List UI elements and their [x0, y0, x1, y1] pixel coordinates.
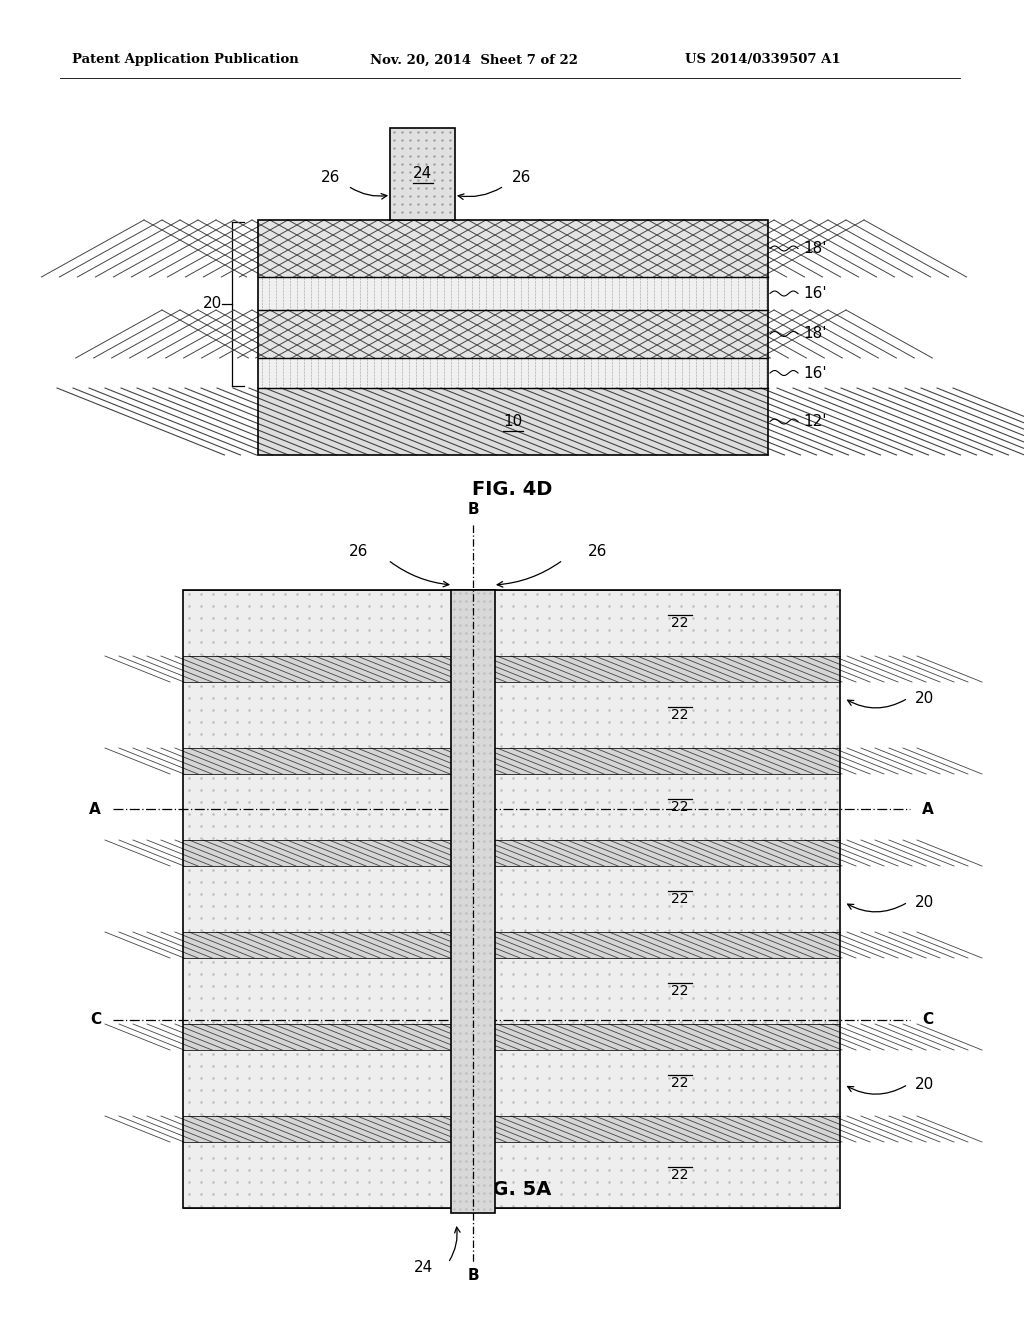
Bar [183, 590, 840, 656]
Text: 26: 26 [588, 544, 607, 560]
Text: 16': 16' [803, 366, 826, 380]
Bar [451, 590, 495, 1213]
Bar [183, 656, 840, 682]
Bar [258, 277, 768, 310]
Text: 20: 20 [203, 297, 222, 312]
Bar [183, 1024, 840, 1049]
Bar [258, 220, 768, 455]
Bar [183, 1049, 840, 1115]
Bar [183, 682, 840, 748]
Text: 24: 24 [414, 1261, 433, 1275]
Bar [258, 388, 768, 455]
Text: 10: 10 [504, 414, 522, 429]
Bar [183, 840, 840, 866]
Text: FIG. 5A: FIG. 5A [472, 1180, 552, 1199]
Text: 26: 26 [348, 544, 368, 560]
Bar [183, 774, 840, 840]
Bar [183, 748, 840, 774]
Text: 16': 16' [803, 286, 826, 301]
Text: 20: 20 [915, 1077, 934, 1092]
Text: 22: 22 [672, 1168, 689, 1181]
Text: 24: 24 [413, 166, 432, 181]
Text: US 2014/0339507 A1: US 2014/0339507 A1 [685, 54, 841, 66]
Bar [183, 1142, 840, 1208]
Text: 18': 18' [803, 326, 826, 342]
Text: 26: 26 [321, 170, 340, 186]
Text: 22: 22 [672, 892, 689, 906]
Text: B: B [467, 503, 479, 517]
Text: A: A [922, 801, 934, 817]
Text: FIG. 4D: FIG. 4D [472, 480, 552, 499]
Text: 22: 22 [672, 616, 689, 630]
Bar [183, 590, 840, 1208]
Text: 22: 22 [672, 800, 689, 814]
Bar [258, 310, 768, 358]
Text: C: C [922, 1012, 933, 1027]
Text: 20: 20 [915, 690, 934, 706]
Bar [183, 866, 840, 932]
Text: B: B [467, 1269, 479, 1283]
Bar [258, 358, 768, 388]
Text: Nov. 20, 2014  Sheet 7 of 22: Nov. 20, 2014 Sheet 7 of 22 [370, 54, 578, 66]
Text: 22: 22 [672, 983, 689, 998]
Text: 22: 22 [672, 708, 689, 722]
Bar [183, 932, 840, 958]
Bar [183, 958, 840, 1024]
Text: A: A [89, 801, 101, 817]
Bar [183, 1115, 840, 1142]
Text: 20: 20 [915, 895, 934, 909]
Text: Patent Application Publication: Patent Application Publication [72, 54, 299, 66]
Bar [258, 220, 768, 277]
Text: 26: 26 [512, 170, 531, 186]
Text: 18': 18' [803, 242, 826, 256]
Text: 22: 22 [672, 1076, 689, 1090]
Text: C: C [90, 1012, 101, 1027]
Bar [390, 128, 455, 220]
Text: 12': 12' [803, 414, 826, 429]
